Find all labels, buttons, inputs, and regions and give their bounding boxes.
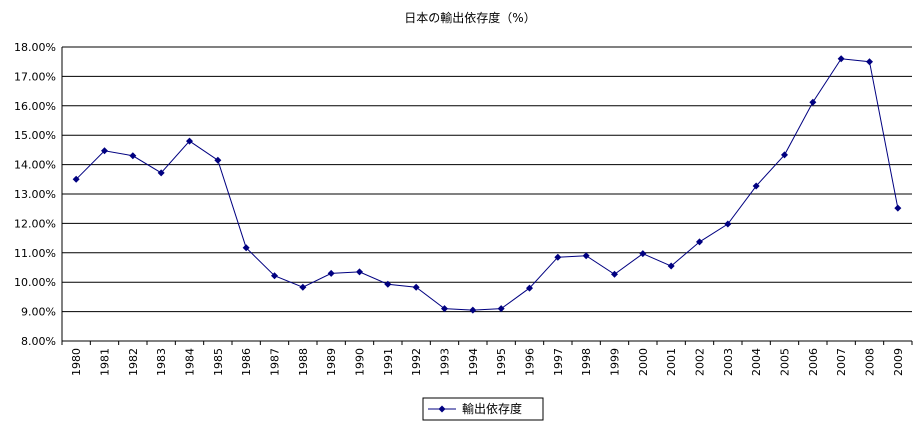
data-point bbox=[611, 270, 618, 278]
data-point bbox=[356, 268, 363, 276]
data-point bbox=[554, 253, 562, 261]
x-tick-label: 2008 bbox=[864, 348, 877, 376]
x-tick-label: 1980 bbox=[70, 348, 83, 376]
x-tick-label: 1997 bbox=[552, 348, 565, 376]
data-point bbox=[101, 147, 108, 155]
x-tick-label: 1991 bbox=[382, 348, 395, 376]
x-tick-label: 1998 bbox=[580, 348, 593, 376]
data-point bbox=[384, 280, 392, 288]
x-tick-label: 2007 bbox=[835, 348, 848, 376]
data-point bbox=[441, 305, 448, 313]
x-tick-label: 2002 bbox=[694, 348, 707, 376]
x-tick-label: 2000 bbox=[637, 348, 650, 376]
y-tick-label: 18.00% bbox=[14, 41, 56, 54]
chart-title: 日本の輸出依存度（%） bbox=[404, 10, 535, 25]
data-point bbox=[469, 306, 477, 314]
data-point bbox=[837, 55, 845, 63]
data-point bbox=[157, 169, 165, 177]
data-point bbox=[724, 220, 732, 228]
data-point bbox=[497, 305, 505, 313]
data-point bbox=[752, 182, 760, 190]
x-tick-label: 2004 bbox=[750, 348, 763, 376]
data-point bbox=[242, 244, 250, 252]
x-tick-label: 1995 bbox=[495, 348, 508, 376]
y-axis-ticks: 8.00% 9.00% 10.00% 11.00% 12.00% 13.00% 14.00%… bbox=[14, 41, 56, 348]
y-tick-label: 17.00% bbox=[14, 70, 56, 83]
x-tick-label: 2003 bbox=[722, 348, 735, 376]
data-point bbox=[667, 262, 675, 270]
y-tick-label: 10.00% bbox=[14, 276, 56, 289]
x-axis-ticks: 1980 1981 1982 1983 1984 1985 1986 1987 1988 1989… bbox=[61, 341, 913, 376]
data-point bbox=[582, 252, 590, 260]
y-tick-label: 12.00% bbox=[14, 217, 56, 230]
x-tick-label: 1993 bbox=[439, 348, 452, 376]
data-point bbox=[412, 283, 420, 291]
data-point bbox=[271, 272, 278, 280]
x-tick-label: 1996 bbox=[524, 348, 537, 376]
data-point bbox=[129, 152, 137, 160]
y-tick-label: 13.00% bbox=[14, 188, 56, 201]
data-point bbox=[894, 204, 902, 212]
gridlines bbox=[61, 46, 912, 342]
x-tick-label: 1989 bbox=[325, 348, 338, 376]
x-tick-label: 1981 bbox=[99, 348, 112, 376]
data-point bbox=[72, 175, 80, 183]
series-line bbox=[75, 58, 899, 311]
legend-box bbox=[422, 397, 544, 421]
data-point bbox=[696, 238, 703, 246]
x-tick-label: 1988 bbox=[297, 348, 310, 376]
x-tick-label: 1987 bbox=[269, 348, 282, 376]
x-tick-label: 2001 bbox=[665, 348, 678, 376]
data-point bbox=[809, 98, 817, 106]
x-tick-label: 1986 bbox=[240, 348, 253, 376]
y-tick-label: 8.00% bbox=[21, 335, 56, 348]
x-tick-label: 2005 bbox=[779, 348, 792, 376]
x-tick-label: 1983 bbox=[155, 348, 168, 376]
data-point bbox=[526, 284, 533, 292]
series-layer bbox=[72, 55, 902, 314]
x-tick-label: 1990 bbox=[354, 348, 367, 376]
legend-marker bbox=[438, 405, 446, 413]
y-tick-label: 14.00% bbox=[14, 159, 56, 172]
legend: 輸出依存度 bbox=[422, 397, 544, 421]
data-point bbox=[866, 58, 873, 66]
x-tick-label: 1994 bbox=[467, 348, 480, 376]
legend-label: 輸出依存度 bbox=[462, 401, 522, 416]
y-tick-label: 16.00% bbox=[14, 100, 56, 113]
data-point bbox=[214, 156, 222, 164]
x-tick-label: 1984 bbox=[184, 348, 197, 376]
y-tick-label: 11.00% bbox=[14, 247, 56, 260]
x-tick-label: 1985 bbox=[212, 348, 225, 376]
y-tick-label: 15.00% bbox=[14, 129, 56, 142]
x-tick-label: 1999 bbox=[609, 348, 622, 376]
data-point bbox=[299, 283, 307, 291]
data-point bbox=[781, 151, 788, 159]
data-point bbox=[186, 137, 193, 145]
x-tick-label: 1992 bbox=[410, 348, 423, 376]
y-tick-label: 9.00% bbox=[21, 306, 56, 319]
x-tick-label: 1982 bbox=[127, 348, 140, 376]
data-point bbox=[327, 269, 335, 277]
data-point bbox=[639, 250, 647, 258]
x-tick-label: 2006 bbox=[807, 348, 820, 376]
x-tick-label: 2009 bbox=[892, 348, 905, 376]
